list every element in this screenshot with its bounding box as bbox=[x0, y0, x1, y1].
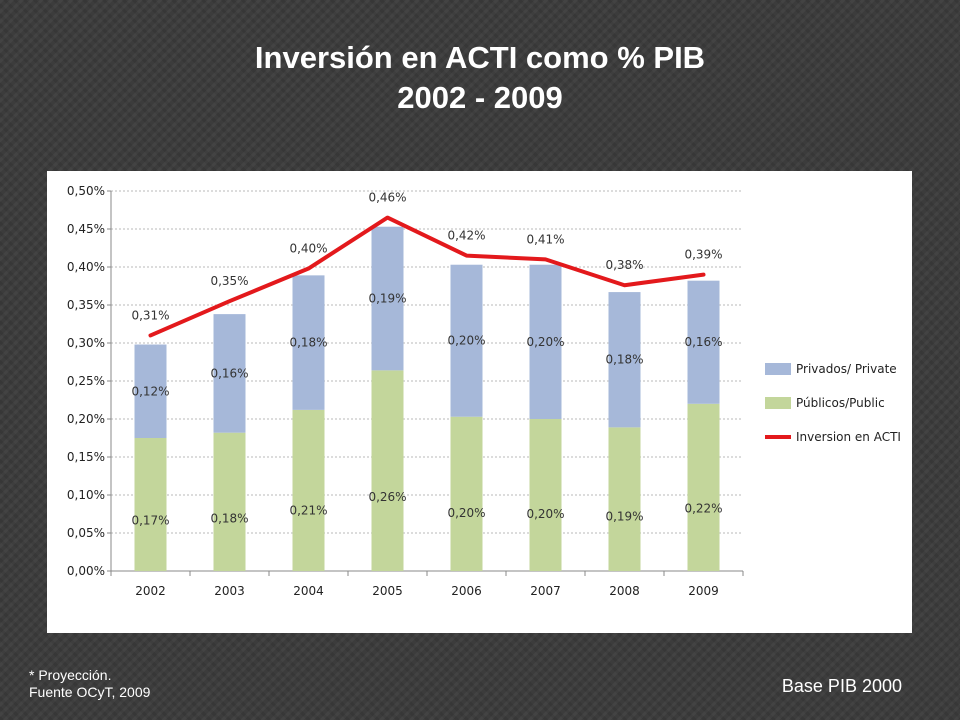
legend-swatch bbox=[765, 363, 791, 375]
chart-panel: 0,00% 0,05% 0,10% 0,15% 0,20% 0,25% 0,30% 0,35%… bbox=[47, 171, 912, 633]
legend-label: Privados/ Private bbox=[796, 362, 897, 376]
data-label-inversion: 0,31% bbox=[131, 308, 169, 322]
data-label-publicos: 0,17% bbox=[131, 513, 169, 527]
title-line-2: 2002 - 2009 bbox=[397, 80, 563, 115]
data-label-privados: 0,18% bbox=[605, 353, 643, 367]
bar-privados bbox=[687, 280, 720, 404]
y-tick-label: 0,40% bbox=[67, 260, 105, 274]
y-tick-label: 0,45% bbox=[67, 222, 105, 236]
bar-publicos bbox=[134, 438, 167, 571]
y-tick-label: 0,10% bbox=[67, 488, 105, 502]
data-label-privados: 0,20% bbox=[447, 334, 485, 348]
bar-privados bbox=[450, 264, 483, 417]
y-tick-label: 0,00% bbox=[67, 564, 105, 578]
bar-publicos bbox=[529, 419, 562, 571]
y-tick-label: 0,30% bbox=[67, 336, 105, 350]
data-label-privados: 0,12% bbox=[131, 384, 169, 398]
y-tick-label: 0,20% bbox=[67, 412, 105, 426]
data-label-publicos: 0,21% bbox=[289, 504, 327, 518]
x-tick-label: 2008 bbox=[609, 584, 640, 598]
bar-publicos bbox=[213, 432, 246, 571]
data-label-inversion: 0,38% bbox=[605, 258, 643, 272]
bar-privados bbox=[213, 314, 246, 433]
y-tick-label: 0,05% bbox=[67, 526, 105, 540]
data-label-privados: 0,18% bbox=[289, 336, 327, 350]
bar-privados bbox=[608, 292, 641, 428]
data-label-publicos: 0,20% bbox=[447, 506, 485, 520]
data-label-publicos: 0,22% bbox=[684, 501, 722, 515]
legend-label: Inversion en ACTI bbox=[796, 430, 901, 444]
data-label-privados: 0,19% bbox=[368, 292, 406, 306]
bar-publicos bbox=[608, 427, 641, 571]
data-label-privados: 0,20% bbox=[526, 335, 564, 349]
footnote-projection: * Proyección. bbox=[29, 667, 112, 683]
x-tick-label: 2007 bbox=[530, 584, 561, 598]
data-label-inversion: 0,42% bbox=[447, 229, 485, 243]
bar-publicos bbox=[292, 409, 325, 571]
x-tick-label: 2003 bbox=[214, 584, 245, 598]
data-label-privados: 0,16% bbox=[210, 366, 248, 380]
x-tick-label: 2009 bbox=[688, 584, 719, 598]
slide-title: Inversión en ACTI como % PIB 2002 - 2009 bbox=[0, 38, 960, 118]
bar-privados bbox=[292, 275, 325, 410]
data-label-inversion: 0,41% bbox=[526, 232, 564, 246]
bar-publicos bbox=[687, 403, 720, 571]
footnote-source: Fuente OCyT, 2009 bbox=[29, 684, 151, 700]
line-inversion bbox=[148, 215, 706, 338]
data-label-inversion: 0,46% bbox=[368, 191, 406, 205]
base-note: Base PIB 2000 bbox=[781, 676, 902, 696]
legend-label: Públicos/Public bbox=[796, 396, 885, 410]
bar-privados bbox=[529, 264, 562, 419]
bar-publicos bbox=[450, 416, 483, 571]
x-tick-label: 2005 bbox=[372, 584, 403, 598]
data-label-inversion: 0,39% bbox=[684, 248, 722, 262]
x-tick-label: 2006 bbox=[451, 584, 482, 598]
data-label-privados: 0,16% bbox=[684, 335, 722, 349]
data-label-publicos: 0,18% bbox=[210, 512, 248, 526]
bar-publicos bbox=[371, 370, 404, 571]
x-tick-label: 2004 bbox=[293, 584, 324, 598]
data-label-publicos: 0,26% bbox=[368, 490, 406, 504]
title-line-1: Inversión en ACTI como % PIB bbox=[254, 40, 706, 75]
data-label-publicos: 0,19% bbox=[605, 510, 643, 524]
footnote: * Proyección. Fuente OCyT, 2009 bbox=[29, 667, 150, 701]
y-tick-label: 0,25% bbox=[67, 374, 105, 388]
chart-svg: 0,00% 0,05% 0,10% 0,15% 0,20% 0,25% 0,30% 0,35%… bbox=[67, 184, 901, 598]
data-label-inversion: 0,35% bbox=[210, 274, 248, 288]
data-label-publicos: 0,20% bbox=[526, 507, 564, 521]
legend-swatch bbox=[765, 397, 791, 409]
x-tick-label: 2002 bbox=[135, 584, 166, 598]
bar-privados bbox=[371, 226, 404, 371]
y-tick-label: 0,50% bbox=[67, 184, 105, 198]
bar-privados bbox=[134, 344, 167, 438]
y-tick-label: 0,35% bbox=[67, 298, 105, 312]
y-tick-label: 0,15% bbox=[67, 450, 105, 464]
data-label-inversion: 0,40% bbox=[289, 242, 327, 256]
